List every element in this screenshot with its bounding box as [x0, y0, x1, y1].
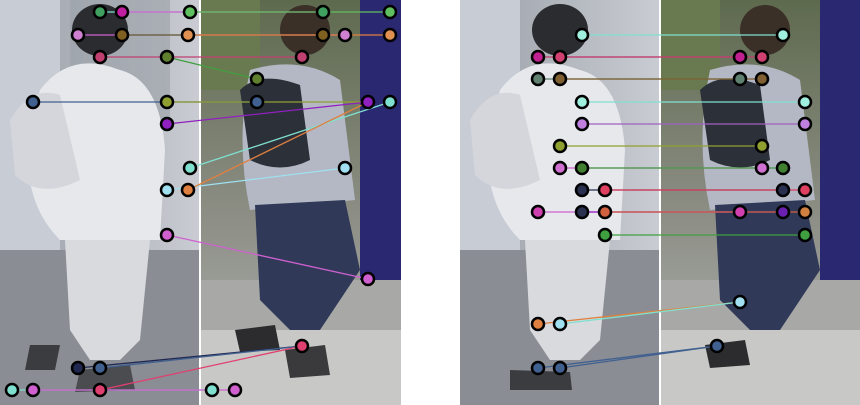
keypoint: [315, 27, 331, 43]
match-line: [559, 345, 718, 369]
keypoint: [552, 49, 568, 65]
keypoint: [204, 382, 220, 398]
keypoint: [25, 382, 41, 398]
keypoint: [775, 160, 791, 176]
match-line: [99, 345, 303, 369]
keypoint: [732, 294, 748, 310]
keypoint: [382, 27, 398, 43]
keypoint: [552, 316, 568, 332]
keypoint: [182, 4, 198, 20]
keypoint: [70, 360, 86, 376]
keypoint: [382, 94, 398, 110]
keypoint: [294, 338, 310, 354]
keypoint: [337, 160, 353, 176]
keypoint: [159, 227, 175, 243]
match-panel-left: [0, 0, 401, 405]
keypoint: [25, 94, 41, 110]
keypoint: [797, 204, 813, 220]
keypoint: [574, 182, 590, 198]
keypoint: [249, 94, 265, 110]
keypoint: [552, 71, 568, 87]
keypoint: [797, 94, 813, 110]
keypoint: [70, 27, 86, 43]
keypoint: [227, 382, 243, 398]
keypoint: [552, 360, 568, 376]
match-line: [559, 301, 741, 325]
grayscale-pedestrian-frame: [0, 0, 200, 405]
match-line: [166, 101, 369, 125]
keypoint: [552, 138, 568, 154]
keypoint: [180, 27, 196, 43]
keypoint: [530, 360, 546, 376]
keypoint: [159, 182, 175, 198]
keypoint: [249, 71, 265, 87]
keypoint: [382, 4, 398, 20]
panel-left-canvas: [0, 0, 401, 405]
keypoint: [754, 71, 770, 87]
keypoint: [159, 49, 175, 65]
keypoint: [552, 160, 568, 176]
keypoint: [92, 49, 108, 65]
keypoint: [732, 71, 748, 87]
keypoint: [360, 271, 376, 287]
keypoint: [754, 138, 770, 154]
keypoint: [114, 4, 130, 20]
match-line: [166, 56, 258, 80]
keypoint: [530, 71, 546, 87]
match-panel-right: [460, 0, 860, 405]
keypoint: [574, 27, 590, 43]
match-lines: [537, 34, 805, 369]
keypoint: [315, 4, 331, 20]
match-lines: [12, 11, 391, 391]
match-line: [99, 345, 303, 391]
keypoint: [337, 27, 353, 43]
keypoints: [4, 4, 398, 398]
keypoint: [92, 382, 108, 398]
keypoint: [597, 204, 613, 220]
keypoint: [709, 338, 725, 354]
match-line: [189, 101, 391, 169]
keypoint: [597, 227, 613, 243]
keypoint: [294, 49, 310, 65]
keypoint: [360, 94, 376, 110]
keypoint: [754, 160, 770, 176]
keypoint: [797, 182, 813, 198]
keypoint: [159, 116, 175, 132]
keypoint: [574, 94, 590, 110]
keypoint: [797, 116, 813, 132]
color-pedestrian-frame: [659, 0, 860, 405]
keypoint: [182, 160, 198, 176]
match-line: [187, 101, 369, 191]
keypoint: [92, 4, 108, 20]
match-line: [166, 234, 369, 280]
keypoint: [92, 360, 108, 376]
keypoint: [114, 27, 130, 43]
keypoint: [797, 227, 813, 243]
keypoint: [530, 316, 546, 332]
keypoint: [180, 182, 196, 198]
keypoint: [574, 160, 590, 176]
keypoint: [732, 49, 748, 65]
color-pedestrian-frame: [199, 0, 401, 405]
grayscale-pedestrian-frame: [460, 0, 660, 405]
keypoint: [775, 204, 791, 220]
keypoint: [159, 94, 175, 110]
keypoint: [775, 182, 791, 198]
keypoint: [574, 116, 590, 132]
keypoint: [530, 49, 546, 65]
keypoint: [775, 27, 791, 43]
keypoint: [597, 182, 613, 198]
panel-right-canvas: [460, 0, 860, 405]
keypoint: [4, 382, 20, 398]
keypoint: [530, 204, 546, 220]
keypoint: [574, 204, 590, 220]
keypoint: [754, 49, 770, 65]
keypoints: [530, 27, 813, 376]
keypoint: [732, 204, 748, 220]
